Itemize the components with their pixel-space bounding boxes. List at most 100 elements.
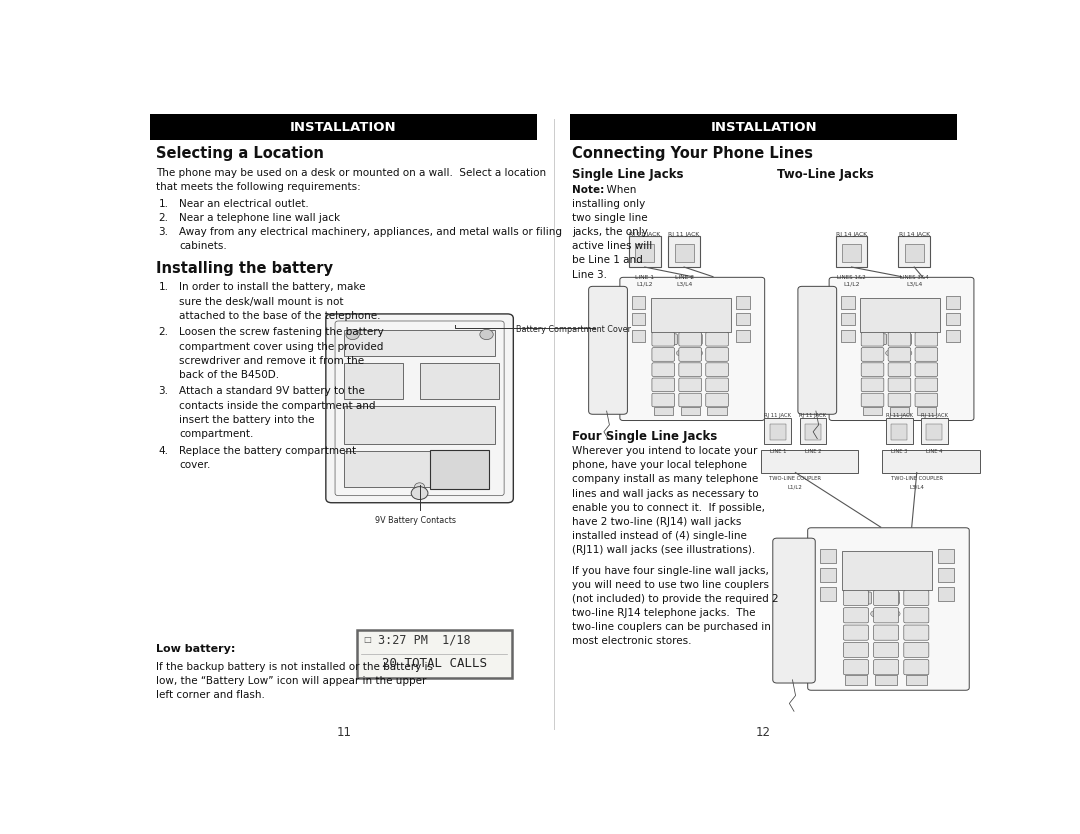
FancyBboxPatch shape [904,660,929,675]
FancyBboxPatch shape [888,333,910,346]
Text: phone, have your local telephone: phone, have your local telephone [572,460,747,470]
Text: LINE 3: LINE 3 [891,449,907,454]
Text: Replace the battery compartment: Replace the battery compartment [179,445,356,455]
Bar [891,425,907,440]
FancyBboxPatch shape [915,393,937,407]
Text: LINES 3&4: LINES 3&4 [900,274,929,279]
Text: be Line 1 and: be Line 1 and [572,255,643,265]
Bar [927,425,943,440]
FancyBboxPatch shape [843,660,868,675]
Text: (RJ11) wall jacks (see illustrations).: (RJ11) wall jacks (see illustrations). [572,545,755,555]
Text: left corner and flash.: left corner and flash. [156,691,265,701]
FancyBboxPatch shape [861,393,883,407]
Text: 11: 11 [337,726,352,739]
FancyBboxPatch shape [888,378,910,392]
Bar [737,329,751,342]
Bar [653,407,673,415]
Bar [939,550,954,564]
Bar [632,296,646,309]
Text: insert the battery into the: insert the battery into the [179,414,315,425]
Text: RJ 11 JACK: RJ 11 JACK [921,414,948,419]
Text: LINE 1: LINE 1 [770,449,786,454]
FancyBboxPatch shape [874,608,899,623]
Circle shape [905,350,912,356]
Text: RJ 11 JACK: RJ 11 JACK [765,414,792,419]
Bar [882,450,980,473]
Bar [345,406,495,444]
Text: cover.: cover. [179,460,211,470]
Text: L1/L2: L1/L2 [636,281,653,286]
Text: you will need to use two line couplers: you will need to use two line couplers [572,580,769,590]
Bar [805,425,821,440]
Bar [345,364,403,399]
Text: contacts inside the compartment and: contacts inside the compartment and [179,400,376,410]
FancyBboxPatch shape [707,334,727,344]
FancyBboxPatch shape [904,642,929,657]
Bar [629,236,661,267]
Text: attached to the base of the telephone.: attached to the base of the telephone. [179,311,381,321]
Bar [356,630,512,678]
Bar [761,450,859,473]
Bar [669,236,700,267]
Circle shape [892,610,900,616]
Bar [770,425,786,440]
Text: company install as many telephone: company install as many telephone [572,475,758,485]
Bar [946,296,959,309]
FancyBboxPatch shape [892,334,912,344]
FancyBboxPatch shape [905,592,928,604]
Bar [707,407,727,415]
Bar [946,313,959,325]
Bar [917,407,936,415]
Bar [737,313,751,325]
Text: Selecting a Location: Selecting a Location [156,146,324,161]
Bar [840,313,854,325]
Text: 4.: 4. [159,445,168,455]
FancyBboxPatch shape [874,590,899,605]
FancyBboxPatch shape [861,348,883,361]
Text: LINE 1: LINE 1 [635,274,654,279]
Text: Wherever you intend to locate your: Wherever you intend to locate your [572,446,757,456]
Text: two-line couplers can be purchased in: two-line couplers can be purchased in [572,622,771,632]
Text: Away from any electrical machinery, appliances, and metal walls or filing: Away from any electrical machinery, appl… [179,227,563,237]
Bar [345,330,495,355]
Bar [886,418,913,444]
FancyBboxPatch shape [679,333,702,346]
Text: L3/L4: L3/L4 [676,281,692,286]
Bar [899,236,930,267]
FancyBboxPatch shape [326,314,513,503]
Text: Low battery:: Low battery: [156,644,235,654]
Bar [345,451,441,487]
FancyBboxPatch shape [878,592,900,604]
Text: RJ 11 JACK: RJ 11 JACK [669,233,700,238]
Text: 3:27 PM  1/18: 3:27 PM 1/18 [378,634,471,646]
FancyBboxPatch shape [808,528,969,691]
Text: LINES 1&2: LINES 1&2 [837,274,866,279]
Bar [651,298,731,333]
Bar [863,407,882,415]
Text: L3/L4: L3/L4 [909,484,924,489]
Bar [840,329,854,342]
Text: If the backup battery is not installed or the battery is: If the backup battery is not installed o… [156,662,433,672]
Bar [419,364,499,399]
FancyBboxPatch shape [706,378,729,392]
FancyBboxPatch shape [850,592,872,604]
Bar [765,418,792,444]
Text: RJ 11 JACK: RJ 11 JACK [630,233,660,238]
FancyBboxPatch shape [843,590,868,605]
Bar [840,296,854,309]
Bar [842,244,861,263]
Bar [150,114,537,140]
Text: LINE 2: LINE 2 [805,449,821,454]
FancyBboxPatch shape [706,363,729,376]
Bar [921,418,948,444]
FancyBboxPatch shape [915,333,937,346]
FancyBboxPatch shape [798,286,837,414]
Text: screwdriver and remove it from the: screwdriver and remove it from the [179,355,364,365]
Bar [680,407,700,415]
Text: jacks, the only: jacks, the only [572,227,648,237]
Bar [799,418,826,444]
FancyBboxPatch shape [706,393,729,407]
Text: Line 3.: Line 3. [572,269,607,279]
Text: When: When [599,185,636,195]
Text: LINE 4: LINE 4 [926,449,943,454]
